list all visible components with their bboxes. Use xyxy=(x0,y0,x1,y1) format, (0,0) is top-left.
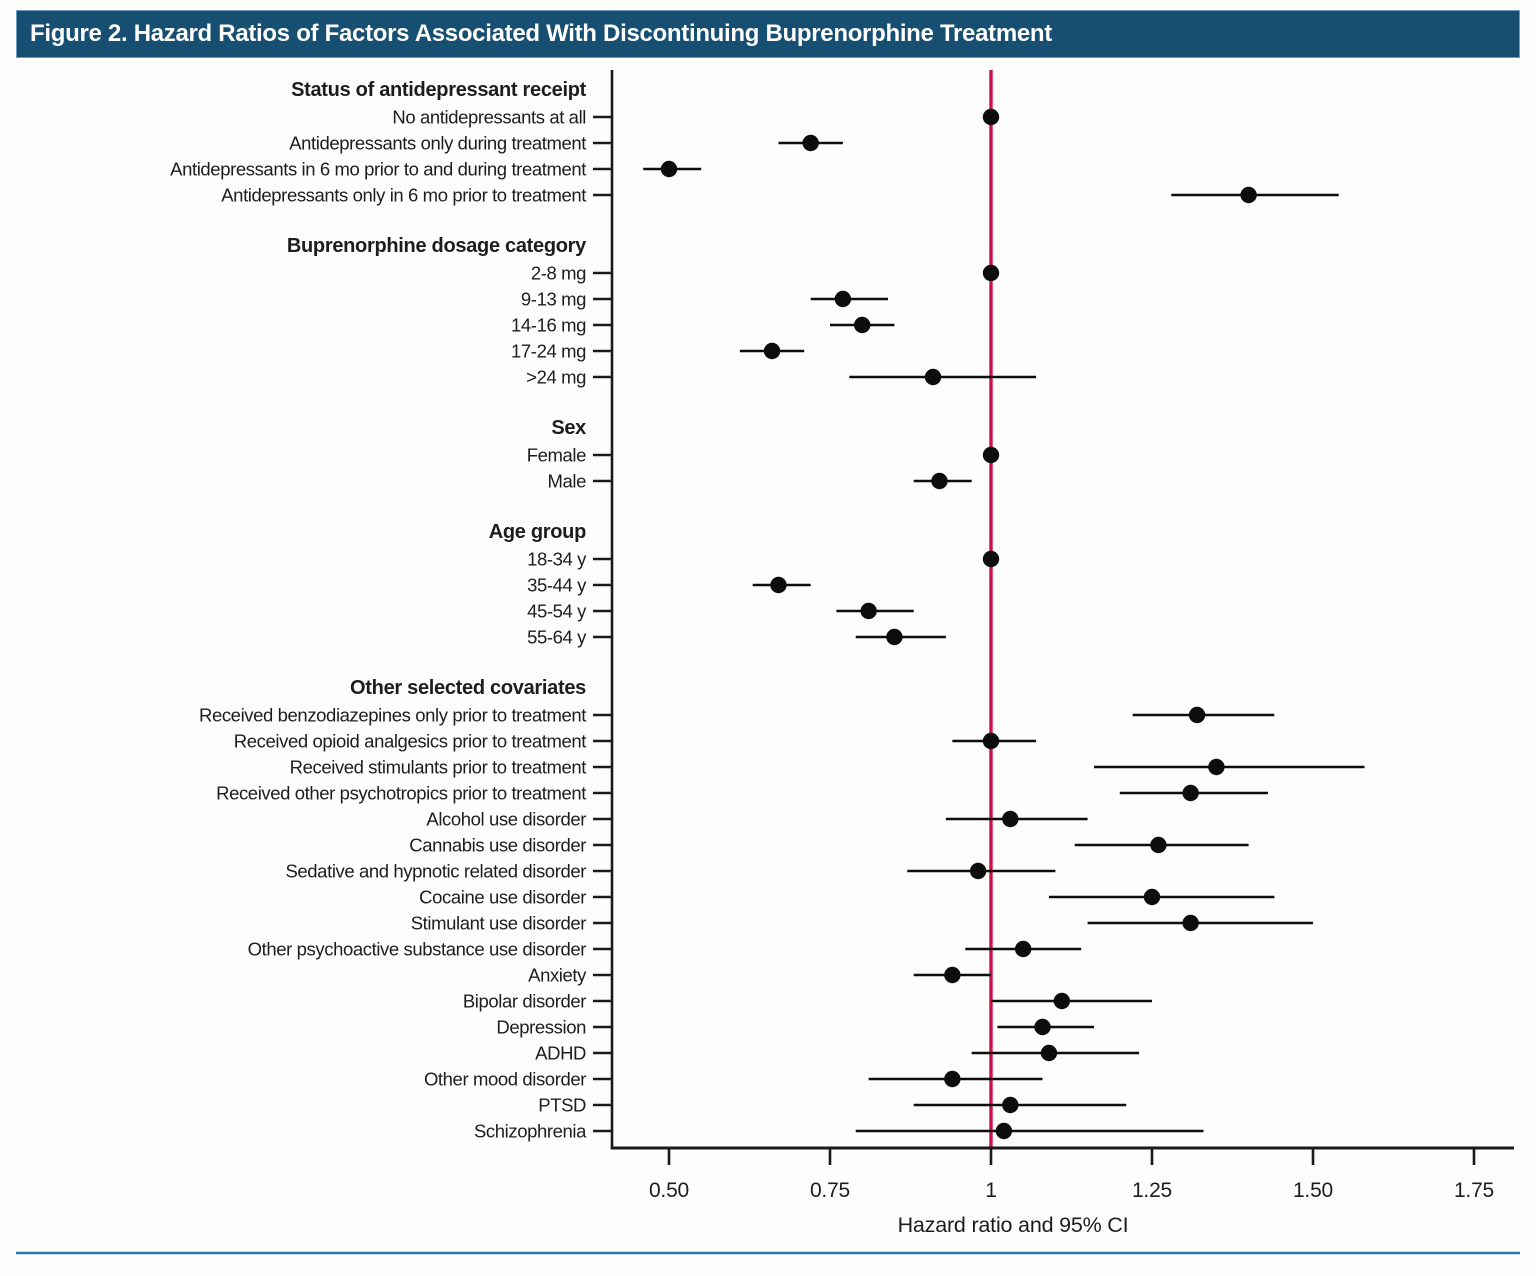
x-axis-title: Hazard ratio and 95% CI xyxy=(898,1213,1129,1237)
x-axis-tick-label: 1 xyxy=(985,1179,996,1202)
x-axis-tick-label: 0.50 xyxy=(649,1179,689,1202)
point-estimate-dot xyxy=(969,862,987,880)
row-label: >24 mg xyxy=(526,367,586,388)
point-estimate-dot xyxy=(770,576,787,594)
point-estimate-dot-reference xyxy=(982,446,1000,464)
row-label: Antidepressants only in 6 mo prior to tr… xyxy=(221,185,586,206)
point-estimate-dot xyxy=(1208,758,1225,776)
row-label: ADHD xyxy=(535,1043,586,1064)
point-estimate-dot xyxy=(1188,706,1206,724)
row-label: Female xyxy=(527,445,586,466)
row-label: 2-8 mg xyxy=(531,263,586,284)
group-header: Status of antidepressant receipt xyxy=(291,79,587,101)
point-estimate-dot xyxy=(802,134,819,152)
x-axis-tick-label: 0.75 xyxy=(810,1179,850,1202)
row-label: Bipolar disorder xyxy=(463,991,586,1012)
point-estimate-dot xyxy=(763,342,781,360)
row-label: 45-54 y xyxy=(527,601,587,622)
point-estimate-dot xyxy=(1002,810,1019,828)
point-estimate-dot xyxy=(1182,914,1199,932)
row-label: Received opioid analgesics prior to trea… xyxy=(234,731,586,752)
point-estimate-dot xyxy=(944,1070,961,1088)
x-axis-tick-label: 1.75 xyxy=(1454,1179,1494,1202)
point-estimate-dot xyxy=(1053,992,1071,1010)
row-label: No antidepressants at all xyxy=(392,107,586,128)
row-label: 14-16 mg xyxy=(511,315,586,336)
row-label: 18-34 y xyxy=(527,549,587,570)
point-estimate-dot xyxy=(860,602,877,620)
row-label: Alcohol use disorder xyxy=(426,809,586,830)
point-estimate-dot-reference xyxy=(982,264,1000,282)
row-label: Schizophrenia xyxy=(474,1121,587,1142)
point-estimate-dot xyxy=(931,472,948,490)
point-estimate-dot-reference xyxy=(982,108,1000,126)
group-header: Other selected covariates xyxy=(350,677,586,699)
row-label: Received benzodiazepines only prior to t… xyxy=(199,705,586,726)
point-estimate-dot xyxy=(1143,888,1161,906)
row-label: 9-13 mg xyxy=(521,289,586,310)
row-label: 35-44 y xyxy=(527,575,587,596)
row-label: Male xyxy=(548,471,587,492)
point-estimate-dot xyxy=(1002,1096,1019,1114)
row-label: Antidepressants in 6 mo prior to and dur… xyxy=(170,159,586,180)
row-label: 17-24 mg xyxy=(511,341,586,362)
point-estimate-dot xyxy=(660,160,678,178)
point-estimate-dot xyxy=(854,316,871,334)
row-label: Depression xyxy=(496,1017,586,1038)
row-label: PTSD xyxy=(538,1095,586,1116)
row-label: Antidepressants only during treatment xyxy=(289,133,586,154)
point-estimate-dot xyxy=(1034,1018,1051,1036)
x-axis-tick-label: 1.50 xyxy=(1293,1179,1333,1202)
point-estimate-dot xyxy=(924,368,942,386)
point-estimate-dot xyxy=(834,290,852,308)
point-estimate-dot xyxy=(1015,940,1032,958)
point-estimate-dot xyxy=(944,966,961,984)
row-label: Received other psychotropics prior to tr… xyxy=(216,783,586,804)
row-label: Anxiety xyxy=(528,965,587,986)
row-label: Cannabis use disorder xyxy=(409,835,586,856)
point-estimate-dot xyxy=(1150,836,1167,854)
point-estimate-dot xyxy=(982,732,1000,750)
group-header: Buprenorphine dosage category xyxy=(287,235,587,257)
point-estimate-dot xyxy=(886,628,903,646)
row-label: Other mood disorder xyxy=(424,1069,586,1090)
group-header: Age group xyxy=(489,521,586,543)
row-label: 55-64 y xyxy=(527,627,587,648)
group-header: Sex xyxy=(551,417,586,439)
x-axis-tick-label: 1.25 xyxy=(1132,1179,1172,1202)
point-estimate-dot-reference xyxy=(982,550,1000,568)
row-label: Stimulant use disorder xyxy=(411,913,587,934)
point-estimate-dot xyxy=(1240,186,1257,204)
figure-title: Figure 2. Hazard Ratios of Factors Assoc… xyxy=(30,20,1052,47)
figure-title-bar: Figure 2. Hazard Ratios of Factors Assoc… xyxy=(16,10,1520,58)
point-estimate-dot xyxy=(1182,784,1199,802)
row-label: Sedative and hypnotic related disorder xyxy=(285,861,586,882)
row-label: Cocaine use disorder xyxy=(419,887,586,908)
point-estimate-dot xyxy=(1040,1044,1058,1062)
point-estimate-dot xyxy=(995,1122,1013,1140)
row-label: Other psychoactive substance use disorde… xyxy=(248,939,587,960)
row-label: Received stimulants prior to treatment xyxy=(290,757,587,778)
